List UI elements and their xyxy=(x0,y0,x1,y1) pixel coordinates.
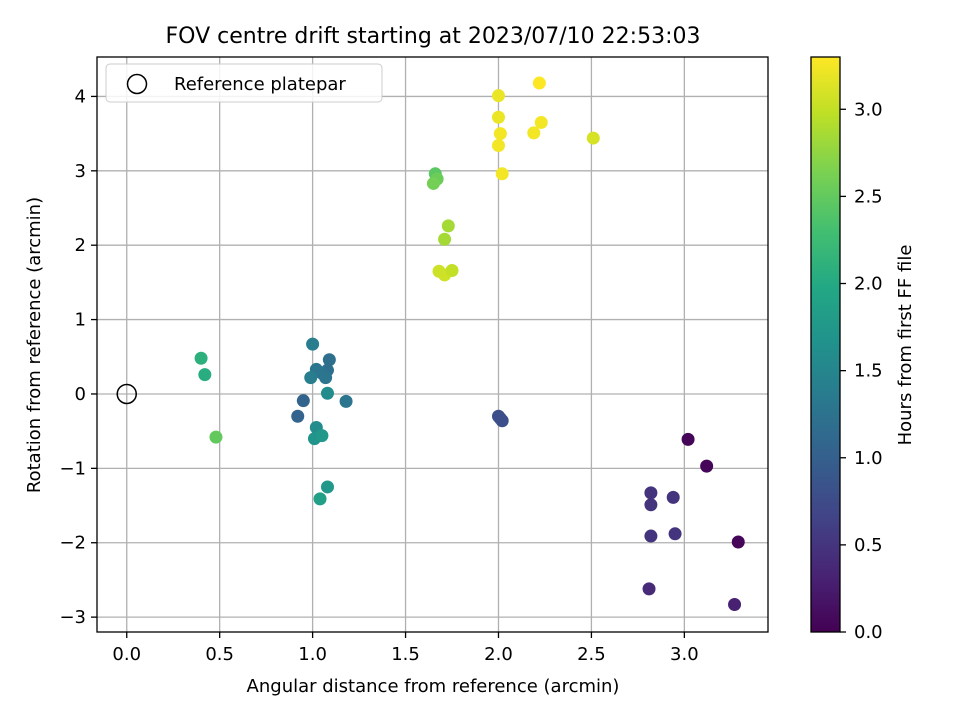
scatter-points xyxy=(194,76,745,611)
y-tick-label: −3 xyxy=(59,607,86,628)
x-axis-label: Angular distance from reference (arcmin) xyxy=(247,676,620,697)
scatter-point xyxy=(728,597,742,611)
scatter-point xyxy=(731,535,745,549)
scatter-point xyxy=(491,139,505,153)
scatter-point xyxy=(315,429,329,443)
y-tick-label: 2 xyxy=(75,235,86,256)
y-tick-label: 1 xyxy=(75,310,86,331)
scatter-point xyxy=(668,527,682,541)
scatter-point xyxy=(296,394,310,408)
legend-label: Reference platepar xyxy=(174,74,346,95)
x-tick-label: 2.5 xyxy=(577,644,606,665)
scatter-point xyxy=(495,414,509,428)
scatter-point xyxy=(666,490,680,504)
colorbar: 0.0 0.5 1.0 1.5 2.0 2.5 3.0 Hours from first F… xyxy=(810,56,916,643)
legend-box xyxy=(105,63,383,103)
colorbar-tick-label: 0.0 xyxy=(854,622,883,643)
scatter-point xyxy=(681,432,695,446)
scatter-point xyxy=(495,167,509,181)
reference-platepar-marker xyxy=(116,383,137,405)
x-tick-label: 1.5 xyxy=(391,644,420,665)
y-tick-label: −1 xyxy=(59,458,86,479)
y-tick-label: 0 xyxy=(75,384,86,405)
plot-area xyxy=(96,56,769,633)
colorbar-tick-label: 2.0 xyxy=(854,274,883,295)
scatter-point xyxy=(291,409,305,423)
scatter-point xyxy=(306,337,320,351)
scatter-point xyxy=(313,492,327,506)
x-tick-label: 0.5 xyxy=(205,644,234,665)
scatter-point xyxy=(644,486,658,500)
x-tick-label: 3.0 xyxy=(670,644,699,665)
scatter-point xyxy=(198,368,212,382)
scatter-point xyxy=(642,582,656,596)
scatter-point xyxy=(322,353,336,367)
colorbar-tick-label: 1.5 xyxy=(854,361,883,382)
colorbar-tick-label: 2.5 xyxy=(854,186,883,207)
chart-title: FOV centre drift starting at 2023/07/10 … xyxy=(166,24,701,49)
scatter-point xyxy=(532,76,546,90)
y-axis-label: Rotation from reference (arcmin) xyxy=(24,197,45,493)
scatter-point xyxy=(438,232,452,246)
y-tick-label: 3 xyxy=(75,161,86,182)
y-tick-label: −2 xyxy=(59,533,86,554)
plot-frame xyxy=(96,56,769,633)
scatter-point xyxy=(534,115,548,129)
x-tick-label: 2.0 xyxy=(484,644,513,665)
scatter-point xyxy=(491,110,505,124)
legend: Reference platepar xyxy=(105,63,383,103)
colorbar-tick-label: 0.5 xyxy=(854,535,883,556)
scatter-point xyxy=(426,176,440,190)
y-axis-ticks: −3 −2 −1 0 1 2 3 4 xyxy=(59,86,97,628)
scatter-point xyxy=(491,89,505,103)
scatter-point xyxy=(319,371,333,385)
colorbar-ticks: 0.0 0.5 1.0 1.5 2.0 2.5 3.0 xyxy=(840,99,883,643)
scatter-point xyxy=(320,386,334,400)
scatter-point xyxy=(493,127,507,141)
scatter-point xyxy=(194,351,208,365)
colorbar-frame xyxy=(810,56,841,633)
scatter-point xyxy=(445,263,459,277)
x-axis-ticks: 0.0 0.5 1.0 1.5 2.0 2.5 3.0 xyxy=(112,632,699,665)
scatter-point xyxy=(209,430,223,444)
y-tick-label: 4 xyxy=(75,86,86,107)
colorbar-gradient xyxy=(811,57,840,632)
scatter-point xyxy=(644,529,658,543)
scatter-point xyxy=(586,131,600,145)
x-tick-label: 0.0 xyxy=(112,644,141,665)
scatter-point xyxy=(527,126,541,140)
colorbar-tick-label: 3.0 xyxy=(854,99,883,120)
scatter-point xyxy=(644,498,658,512)
legend-marker-icon xyxy=(126,73,148,95)
scatter-point xyxy=(320,480,334,494)
scatter-point xyxy=(304,371,318,385)
colorbar-tick-label: 1.0 xyxy=(854,448,883,469)
scatter-point xyxy=(700,459,714,473)
x-tick-label: 1.0 xyxy=(298,644,327,665)
scatter-point xyxy=(441,219,455,233)
scatter-point xyxy=(339,394,353,408)
colorbar-label: Hours from first FF file xyxy=(895,245,916,446)
